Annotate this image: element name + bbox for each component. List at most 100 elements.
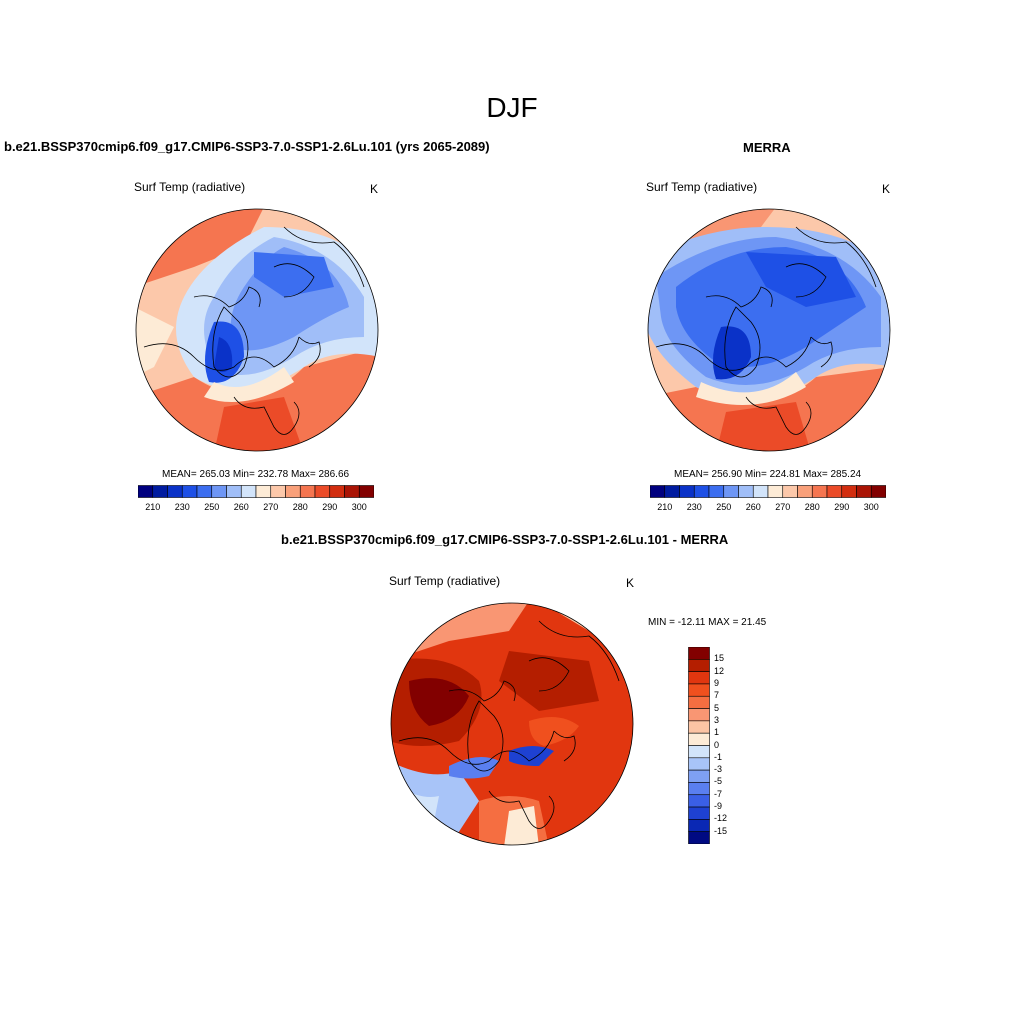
panel-2-colorbar-box bbox=[693, 485, 710, 498]
panel-1-colorbar-ticks: 210 230 250 260 270 280 290 300 bbox=[138, 502, 374, 514]
panel-2-colorbar-box bbox=[679, 485, 695, 498]
panel-3-colorbar-label: -9 bbox=[714, 801, 723, 812]
panel-3-polar-map bbox=[390, 602, 634, 846]
panel-3-colorbar-box bbox=[688, 708, 710, 722]
panel-3-colorbar-label: -1 bbox=[714, 751, 723, 762]
panel-3-colorbar-label: 9 bbox=[714, 677, 720, 688]
panel-1-colorbar-tick-label: 210 bbox=[145, 502, 161, 512]
panel-1-colorbar-box bbox=[167, 485, 183, 498]
panel-3-colorbar-box bbox=[688, 757, 710, 771]
panel-2-colorbar-tick-label: 250 bbox=[716, 502, 732, 512]
panel-2-colorbar-tick-label: 210 bbox=[657, 502, 673, 512]
panel-1-colorbar-box bbox=[226, 485, 242, 498]
panel-3-colorbar bbox=[688, 647, 710, 844]
panel-1-colorbar-box bbox=[285, 485, 301, 498]
panel-3-colorbar-box bbox=[688, 695, 710, 709]
panel-2-colorbar-tick-label: 270 bbox=[775, 502, 791, 512]
panel-2-colorbar-box bbox=[870, 485, 886, 498]
panel-3-colorbar-box bbox=[688, 647, 710, 660]
panel-3-colorbar-label: -12 bbox=[714, 813, 728, 824]
panel-3-colorbar-label: 7 bbox=[714, 690, 720, 701]
panel-1-variable-label: Surf Temp (radiative) bbox=[134, 180, 246, 194]
panel-3-colorbar-label: -5 bbox=[714, 776, 723, 787]
panel-2-colorbar-box bbox=[708, 485, 725, 498]
panel-3-colorbar-box bbox=[688, 806, 710, 820]
panel-1-colorbar-box bbox=[299, 485, 316, 498]
panel-1-units-label: K bbox=[370, 182, 379, 196]
panel-1-colorbar bbox=[138, 485, 374, 498]
panel-2-colorbar-box bbox=[738, 485, 754, 498]
panel-2-colorbar-box bbox=[826, 485, 843, 498]
panel-1-colorbar-tick-label: 300 bbox=[351, 502, 367, 512]
panel-3-colorbar-box bbox=[688, 745, 710, 759]
panel-1-colorbar-tick-label: 280 bbox=[292, 502, 308, 512]
panel-3-colorbar-box bbox=[688, 769, 710, 783]
panel-3-colorbar-box bbox=[688, 732, 710, 746]
panel-2-colorbar-box bbox=[797, 485, 813, 498]
panel-2-colorbar bbox=[650, 485, 886, 498]
panel-1-colorbar-tick-label: 260 bbox=[233, 502, 249, 512]
panel-3-colorbar-label: -3 bbox=[714, 764, 723, 775]
panel-2-colorbar-tick-label: 280 bbox=[804, 502, 820, 512]
panel-2-colorbar-box bbox=[650, 485, 666, 498]
panel-1-title: b.e21.BSSP370cmip6.f09_g17.CMIP6-SSP3-7.… bbox=[4, 139, 490, 154]
panel-1-colorbar-tick-label: 250 bbox=[204, 502, 220, 512]
panel-2-colorbar-tick-label: 260 bbox=[745, 502, 761, 512]
panel-2-colorbar-box bbox=[856, 485, 872, 498]
panel-3-units-label: K bbox=[626, 576, 635, 590]
panel-3-colorbar-box bbox=[688, 659, 710, 672]
panel-3-colorbar-labels: 15 12 9 7 5 3 1 0 -1 -3 -5 -7 -9 -12 -15 bbox=[714, 647, 744, 844]
panel-3-colorbar-box bbox=[688, 671, 710, 685]
panel-3-colorbar-box bbox=[688, 831, 710, 844]
panel-1-colorbar-box bbox=[138, 485, 154, 498]
panel-3-title: b.e21.BSSP370cmip6.f09_g17.CMIP6-SSP3-7.… bbox=[281, 532, 729, 547]
panel-3-stats: MIN = -12.11 MAX = 21.45 bbox=[648, 617, 767, 628]
panel-2-variable-label: Surf Temp (radiative) bbox=[646, 180, 758, 194]
panel-3-colorbar-box bbox=[688, 819, 710, 832]
panel-3-colorbar-box bbox=[688, 782, 710, 796]
panel-3-colorbar-label: 0 bbox=[714, 739, 720, 750]
panel-2-colorbar-tick-label: 290 bbox=[834, 502, 850, 512]
panel-2-colorbar-box bbox=[723, 485, 739, 498]
panel-2-colorbar-box bbox=[664, 485, 680, 498]
panel-2-colorbar-tick-label: 230 bbox=[686, 502, 702, 512]
panel-3-colorbar-box bbox=[688, 720, 710, 734]
panel-2-stats: MEAN= 256.90 Min= 224.81 Max= 285.24 bbox=[674, 469, 862, 480]
panel-3-variable-label: Surf Temp (radiative) bbox=[389, 574, 501, 588]
panel-2-polar-map bbox=[647, 208, 891, 452]
panel-2-colorbar-box bbox=[782, 485, 798, 498]
panel-1-colorbar-box bbox=[196, 485, 213, 498]
panel-2-colorbar-box bbox=[752, 485, 769, 498]
panel-1-colorbar-box bbox=[152, 485, 168, 498]
panel-1-colorbar-tick-label: 290 bbox=[322, 502, 338, 512]
panel-3-colorbar-box bbox=[688, 794, 710, 808]
main-title: DJF bbox=[486, 92, 538, 123]
panel-1-colorbar-box bbox=[344, 485, 360, 498]
panel-1-colorbar-tick-label: 270 bbox=[263, 502, 279, 512]
panel-2-colorbar-tick-label: 300 bbox=[863, 502, 879, 512]
panel-2-colorbar-box bbox=[841, 485, 857, 498]
panel-2-title: MERRA bbox=[743, 140, 791, 155]
panel-3-colorbar-label: -15 bbox=[714, 825, 728, 836]
panel-3-colorbar-label: 5 bbox=[714, 702, 720, 713]
panel-1-colorbar-box bbox=[358, 485, 374, 498]
panel-2-colorbar-box bbox=[811, 485, 828, 498]
panel-1-colorbar-box bbox=[314, 485, 331, 498]
panel-1-colorbar-box bbox=[255, 485, 272, 498]
panel-1-colorbar-box bbox=[270, 485, 286, 498]
panel-1-colorbar-box bbox=[211, 485, 227, 498]
panel-1-colorbar-box bbox=[181, 485, 198, 498]
panel-3-colorbar-label: 12 bbox=[714, 665, 725, 676]
panel-3-colorbar-label: -7 bbox=[714, 788, 723, 799]
panel-1-colorbar-box bbox=[240, 485, 257, 498]
panel-3-colorbar-label: 3 bbox=[714, 714, 720, 725]
panel-1-colorbar-tick-label: 230 bbox=[174, 502, 190, 512]
panel-2-colorbar-box bbox=[767, 485, 784, 498]
panel-3-colorbar-box bbox=[688, 683, 710, 697]
panel-2-colorbar-ticks: 210 230 250 260 270 280 290 300 bbox=[650, 502, 886, 514]
panel-3-colorbar-label: 1 bbox=[714, 727, 720, 738]
panel-1-stats: MEAN= 265.03 Min= 232.78 Max= 286.66 bbox=[162, 469, 350, 480]
panel-1-colorbar-box bbox=[329, 485, 345, 498]
panel-1-polar-map bbox=[135, 208, 379, 452]
panel-2-units-label: K bbox=[882, 182, 891, 196]
